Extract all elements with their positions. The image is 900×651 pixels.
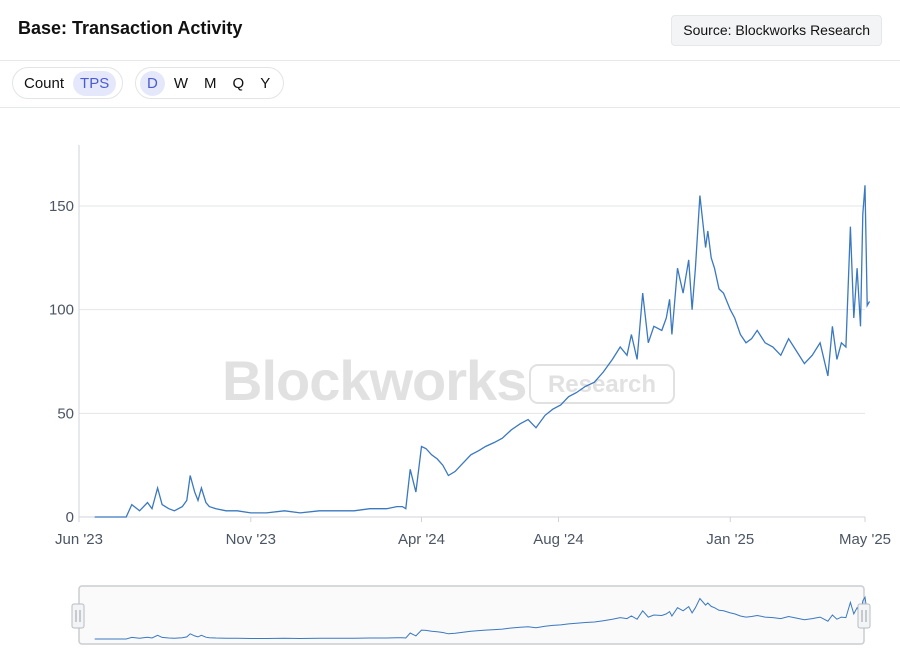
navigator-handle-left[interactable] [71, 603, 85, 629]
chart-header: Base: Transaction Activity Source: Block… [0, 0, 900, 61]
y-tick-labels: 0 50 100 150 [49, 198, 74, 526]
navigator-series-line [94, 595, 870, 640]
interval-toggle-group: D W M Q Y [135, 67, 285, 99]
y-tick-label: 0 [66, 509, 74, 526]
source-button[interactable]: Source: Blockworks Research [671, 15, 882, 46]
y-tick-label: 100 [49, 302, 74, 319]
metric-option-tps[interactable]: TPS [73, 70, 117, 96]
x-tick-label: Nov '23 [226, 531, 276, 548]
navigator-handle-right[interactable] [857, 603, 871, 629]
metric-option-count[interactable]: Count [24, 74, 65, 92]
watermark: Blockworks Research [222, 349, 675, 412]
navigator-window[interactable] [78, 585, 865, 645]
interval-option-d[interactable]: D [140, 70, 165, 96]
series-line-tps [94, 185, 871, 518]
gridlines [79, 205, 865, 414]
y-tick-label: 150 [49, 198, 74, 215]
x-tick-label: Jan '25 [706, 531, 754, 548]
x-tick-label: Jun '23 [55, 531, 103, 548]
chart-toolbar: Count TPS D W M Q Y [0, 60, 900, 108]
x-tick-labels: Jun '23 Nov '23 Apr '24 Aug '24 Jan '25 May '… [55, 517, 891, 548]
interval-option-q[interactable]: Q [232, 74, 245, 92]
watermark-badge [529, 364, 675, 404]
interval-option-y[interactable]: Y [260, 74, 271, 92]
watermark-text: Blockworks [222, 349, 526, 412]
x-tick-label: Aug '24 [533, 531, 583, 548]
y-tick-label: 50 [57, 405, 74, 422]
range-navigator[interactable] [71, 585, 871, 645]
chart-title: Base: Transaction Activity [18, 18, 243, 38]
tps-line-chart: 0 50 100 150 Jun '23 Nov '23 Apr '24 Aug '24 Ja… [49, 145, 891, 645]
metric-toggle-group: Count TPS [12, 67, 124, 99]
interval-option-w[interactable]: W [173, 74, 189, 92]
interval-option-m[interactable]: M [204, 74, 217, 92]
x-tick-label: May '25 [839, 531, 891, 548]
x-tick-label: Apr '24 [398, 531, 445, 548]
watermark-badge-text: Research [548, 371, 656, 398]
